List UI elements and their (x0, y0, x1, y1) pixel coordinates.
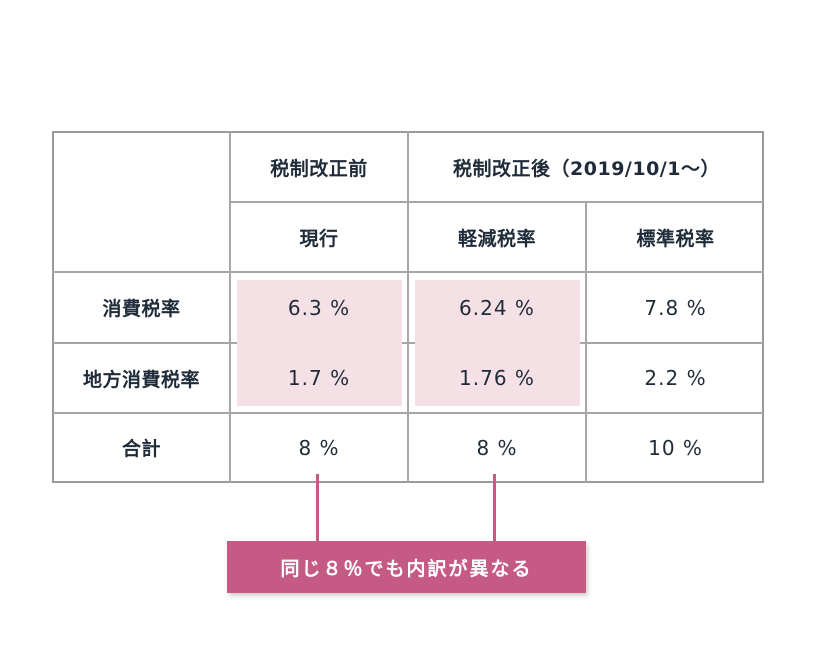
header-current: 現行 (299, 227, 339, 250)
callout-box: 同じ８％でも内訳が異なる (227, 541, 586, 593)
grid-line (229, 131, 231, 483)
grid-line (52, 342, 764, 344)
grid-line (52, 271, 764, 273)
connector-line (493, 474, 496, 541)
grid-line (407, 131, 409, 483)
cell-value: 10 % (648, 435, 703, 460)
cell-value: 8 % (298, 435, 340, 460)
header-standard-rate: 標準税率 (636, 227, 715, 250)
cell-value: 6.3 % (287, 295, 351, 320)
highlight-cell (237, 280, 402, 406)
header-before-reform: 税制改正前 (270, 157, 368, 180)
row-label: 消費税率 (102, 298, 181, 320)
grid-line (52, 412, 764, 414)
header-reduced-rate: 軽減税率 (457, 227, 536, 250)
cell-value: 2.2 % (644, 366, 707, 390)
row-label: 合計 (121, 438, 161, 460)
cell-value: 8 % (476, 435, 518, 460)
cell-value: 1.7 % (287, 366, 351, 390)
row-label: 地方消費税率 (82, 368, 200, 391)
header-after-reform: 税制改正後（2019/10/1〜） (453, 157, 720, 180)
cell-value: 1.76 % (459, 366, 535, 390)
connector-line (316, 474, 319, 541)
cell-value: 7.8 % (644, 295, 707, 320)
highlight-cell (415, 280, 580, 406)
cell-value: 6.24 % (459, 295, 535, 320)
grid-line (229, 201, 764, 203)
